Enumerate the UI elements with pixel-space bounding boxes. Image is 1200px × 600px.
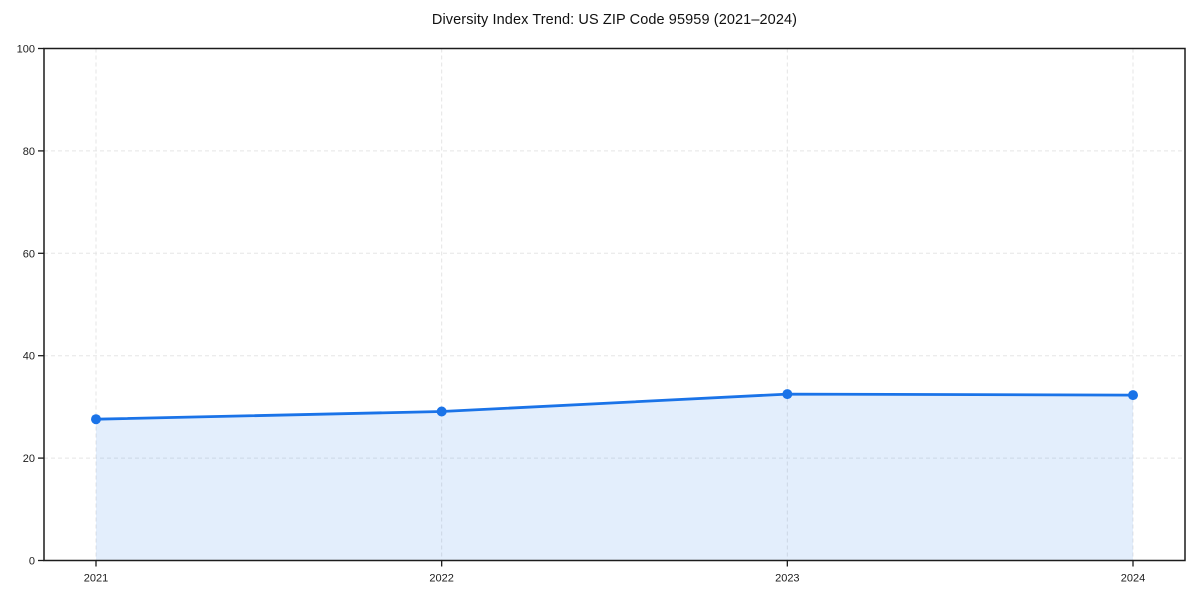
data-point xyxy=(1128,390,1138,401)
data-point xyxy=(782,389,793,400)
data-point xyxy=(436,406,447,417)
area-fill xyxy=(96,394,1133,561)
x-tick-label: 2021 xyxy=(84,573,108,585)
plot-border xyxy=(43,47,1186,562)
y-tick-label: 0 xyxy=(29,556,35,568)
x-tick-label: 2024 xyxy=(1121,573,1145,585)
x-tick-label: 2022 xyxy=(429,573,453,585)
y-tick-label: 40 xyxy=(23,351,35,363)
y-tick-label: 80 xyxy=(23,146,35,158)
y-tick-label: 100 xyxy=(17,44,35,56)
y-tick-label: 20 xyxy=(23,453,35,465)
chart-title: Diversity Index Trend: US ZIP Code 95959… xyxy=(431,12,798,28)
data-point xyxy=(91,414,101,425)
y-tick-label: 60 xyxy=(23,248,35,260)
x-tick-label: 2023 xyxy=(775,573,799,585)
trend-line xyxy=(94,392,1135,421)
